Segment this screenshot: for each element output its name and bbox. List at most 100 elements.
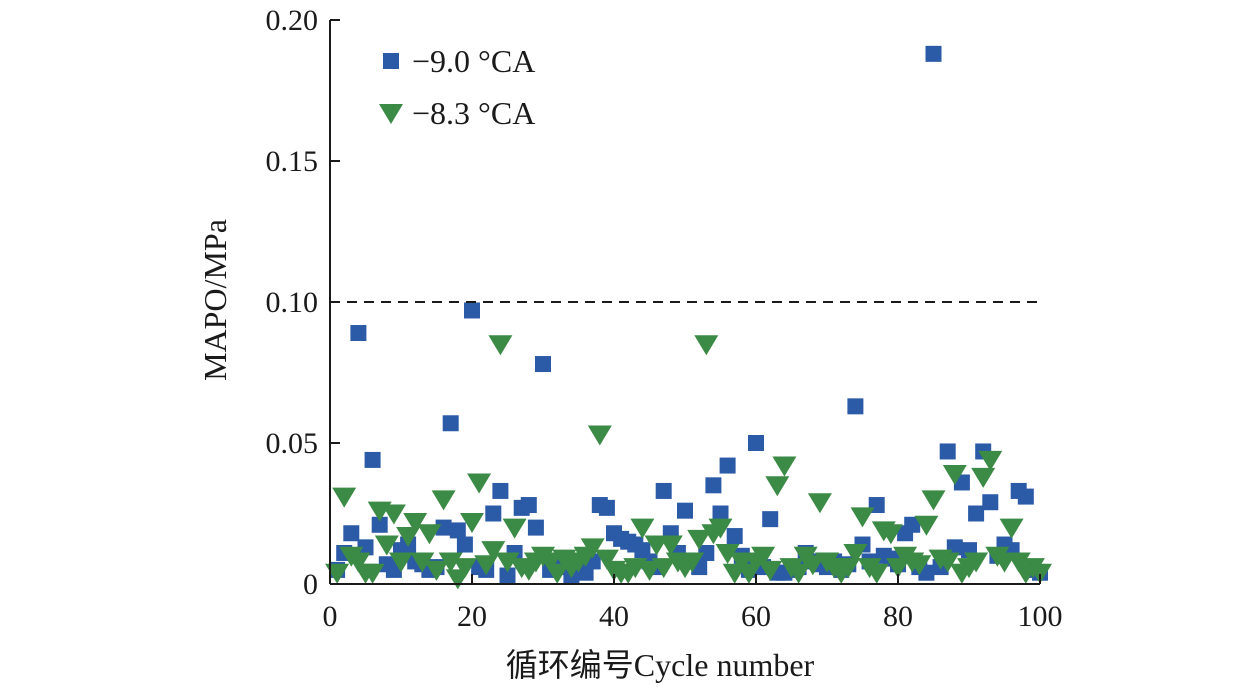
data-point xyxy=(698,544,715,561)
data-point xyxy=(630,518,655,539)
data-point xyxy=(925,45,942,62)
data-point xyxy=(942,465,967,486)
data-point xyxy=(431,490,456,511)
data-point xyxy=(435,519,452,536)
data-point xyxy=(1028,563,1052,584)
data-point xyxy=(456,536,473,553)
data-point xyxy=(464,302,480,319)
data-point xyxy=(587,425,612,446)
data-point xyxy=(843,543,868,564)
legend-marker xyxy=(379,104,403,124)
data-point xyxy=(637,560,662,581)
data-point xyxy=(999,518,1024,539)
data-point xyxy=(864,563,889,584)
data-point xyxy=(357,539,374,556)
data-point xyxy=(364,451,381,468)
y-tick-label: 0.10 xyxy=(266,286,319,319)
y-tick-label: 0 xyxy=(303,568,318,601)
data-point xyxy=(677,502,693,519)
data-point xyxy=(658,535,683,556)
data-point xyxy=(708,518,733,539)
x-tick-label: 0 xyxy=(323,600,338,633)
data-point xyxy=(449,522,466,539)
legend-label: −8.3 °CA xyxy=(412,95,535,131)
data-point xyxy=(520,497,537,514)
x-tick-label: 60 xyxy=(741,600,771,633)
data-point xyxy=(1006,552,1031,573)
data-point xyxy=(907,555,932,576)
data-point xyxy=(878,524,903,545)
data-point xyxy=(598,499,615,516)
data-point xyxy=(836,558,861,579)
y-tick-label: 0.20 xyxy=(266,4,319,37)
data-point xyxy=(485,505,502,522)
legend: −9.0 °CA −8.3 °CA xyxy=(379,43,535,131)
data-point xyxy=(968,505,985,522)
data-point xyxy=(492,482,509,499)
data-point xyxy=(580,538,605,559)
data-point xyxy=(527,519,544,536)
data-point xyxy=(343,525,360,542)
axes: 0 0.05 0.10 0.15 0.20 0 20 40 60 80 100 循环编号Cycle n… xyxy=(197,4,1063,683)
x-tick-label: 40 xyxy=(599,600,629,633)
data-point xyxy=(762,511,779,528)
data-point xyxy=(807,493,832,514)
data-point xyxy=(403,512,428,533)
x-tick-label: 80 xyxy=(883,600,913,633)
data-point xyxy=(651,558,676,579)
data-point xyxy=(939,443,956,460)
data-point xyxy=(467,473,492,494)
data-point xyxy=(921,490,946,511)
y-axis-title: MAPO/MPa xyxy=(197,219,233,381)
data-point xyxy=(758,560,783,581)
data-point xyxy=(350,325,367,342)
data-point xyxy=(417,524,442,545)
data-point xyxy=(460,512,484,533)
data-point xyxy=(904,516,921,533)
data-point xyxy=(424,560,449,581)
data-point xyxy=(982,494,999,511)
plot-marks xyxy=(325,45,1052,590)
series-2 xyxy=(325,335,1052,590)
x-tick-label: 20 xyxy=(457,600,487,633)
data-point xyxy=(502,518,527,539)
data-point xyxy=(914,515,939,536)
data-point xyxy=(772,456,797,477)
data-point xyxy=(396,527,421,548)
data-point xyxy=(332,487,357,508)
data-point xyxy=(371,516,388,533)
data-point xyxy=(715,543,740,564)
legend-marker xyxy=(383,53,399,69)
data-point xyxy=(680,552,705,573)
data-point xyxy=(474,555,499,576)
data-point xyxy=(438,552,463,573)
data-point xyxy=(360,563,385,584)
data-point xyxy=(545,563,570,584)
data-point xyxy=(687,529,712,550)
data-point xyxy=(694,335,719,356)
data-point xyxy=(374,535,399,556)
data-point xyxy=(800,555,825,576)
data-point xyxy=(495,552,520,573)
data-point xyxy=(748,435,764,451)
y-tick-label: 0.15 xyxy=(266,145,319,178)
data-point xyxy=(481,541,506,562)
data-point xyxy=(964,552,989,573)
data-point xyxy=(712,505,729,522)
data-point xyxy=(786,563,811,584)
data-point xyxy=(719,457,736,474)
data-point xyxy=(538,552,563,573)
data-point xyxy=(325,563,350,584)
data-point xyxy=(751,546,776,567)
data-point xyxy=(442,415,459,432)
data-point xyxy=(499,567,516,584)
data-point xyxy=(726,528,743,545)
data-point xyxy=(935,552,960,573)
data-point xyxy=(971,467,996,488)
data-point xyxy=(389,552,413,573)
data-point xyxy=(655,482,672,499)
data-point xyxy=(410,552,435,573)
legend-label: −9.0 °CA xyxy=(412,43,535,79)
data-point xyxy=(381,504,406,525)
